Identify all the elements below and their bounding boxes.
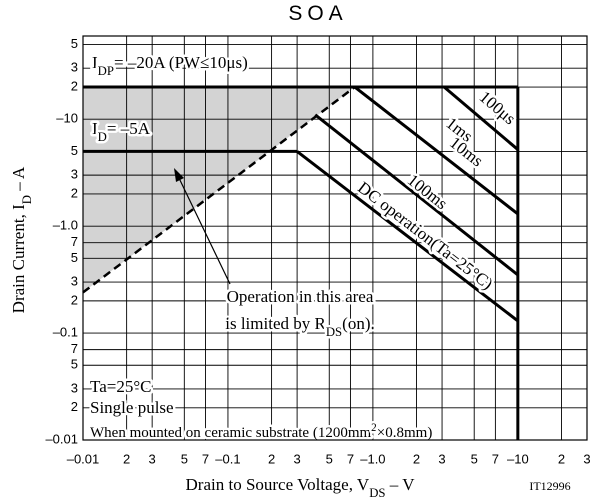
arrow-head: [174, 168, 184, 182]
note-line-part: (on).: [342, 314, 375, 333]
series-label: 10ms: [446, 133, 487, 171]
y-tick-label: 3: [71, 380, 78, 395]
x-tick-label: 7: [347, 451, 354, 466]
rds-line: [82, 86, 356, 294]
series-label: 100μs: [476, 87, 520, 128]
x-tick-label: 7: [202, 451, 209, 466]
y-tick-label: –10: [56, 111, 78, 126]
arrow: [174, 168, 231, 285]
lines-layer: [82, 85, 520, 440]
y-tick-label: 2: [71, 185, 78, 200]
mounting-note-part: When mounted on ceramic substrate (1200m…: [90, 425, 372, 441]
x-tick-label: 2: [413, 451, 420, 466]
mounting-note-part: 2: [371, 422, 377, 434]
y-tick-label: –0.1: [53, 325, 78, 340]
x-tick-label: 2: [268, 451, 275, 466]
limit-label-part: D: [98, 130, 107, 144]
soa-line: [314, 113, 519, 277]
grid-layer: [82, 36, 588, 441]
x-tick-label: 2: [558, 451, 565, 466]
x-tick-label: 2: [123, 451, 130, 466]
y-tick-label: 7: [71, 234, 78, 249]
y-tick-label: 2: [71, 399, 78, 414]
y-tick-label: 2: [71, 292, 78, 307]
x-tick-label: –0.01: [67, 451, 100, 466]
note-line-part: is limited by R: [225, 314, 326, 333]
condition: Ta=25°C: [90, 377, 151, 396]
limit-label: ID= –5A: [92, 119, 151, 144]
y-tick-label: –0.01: [45, 431, 78, 446]
x-tick-label: 7: [492, 451, 499, 466]
y-tick-label: 7: [71, 341, 78, 356]
limit-label-part: = –5A: [107, 119, 151, 138]
x-axis-label-part: DS: [369, 486, 385, 500]
note-line: is limited by RDS(on).: [225, 314, 374, 339]
y-axis-label-part: – A: [9, 166, 28, 195]
mounting-note: When mounted on ceramic substrate (1200m…: [90, 422, 432, 441]
x-tick-label: 3: [438, 451, 445, 466]
x-tick-label: –1.0: [360, 451, 385, 466]
soa-line: [296, 150, 519, 323]
x-axis-label-part: Drain to Source Voltage, V: [186, 475, 370, 494]
limit-label-part: = –20A (PW≤10μs): [114, 53, 248, 72]
y-tick-label: 5: [71, 143, 78, 158]
limit-label-part: DP: [98, 64, 114, 78]
limit-label: IDP= –20A (PW≤10μs): [92, 53, 248, 78]
x-tick-label: 5: [181, 451, 188, 466]
y-tick-label: 5: [71, 357, 78, 372]
chart-title: SOA: [288, 2, 347, 25]
x-tick-label: –10: [507, 451, 529, 466]
soa-line: [353, 85, 519, 216]
limit-label-part: I: [92, 119, 98, 138]
arrow-line: [177, 175, 231, 285]
y-tick-label: 3: [71, 273, 78, 288]
figure-code: IT12996: [529, 479, 570, 493]
y-tick-label: 2: [71, 78, 78, 93]
y-tick-label: 3: [71, 60, 78, 75]
y-tick-label: 3: [71, 167, 78, 182]
x-axis-label: Drain to Source Voltage, VDS – V: [186, 475, 416, 500]
x-tick-label: –0.1: [215, 451, 240, 466]
mounting-note-part: ×0.8mm): [377, 425, 433, 441]
soa-line: [443, 85, 519, 151]
y-axis-label: Drain Current, ID – A: [9, 166, 34, 313]
x-tick-label: 5: [471, 451, 478, 466]
y-axis-label-part: D: [20, 195, 34, 204]
x-axis-label-part: – V: [386, 475, 416, 494]
plot-frame: [82, 35, 588, 441]
condition: Single pulse: [90, 398, 174, 417]
y-tick-label: –1.0: [53, 218, 78, 233]
x-tick-label: 3: [583, 451, 590, 466]
note-line: Operation in this area: [227, 287, 374, 306]
y-tick-label: 5: [71, 36, 78, 51]
limit-label-part: I: [92, 53, 98, 72]
note-line-part: Operation in this area: [227, 287, 374, 306]
note-line-part: DS: [326, 325, 342, 339]
y-axis-label-part: Drain Current, I: [9, 204, 28, 313]
x-tick-label: 3: [293, 451, 300, 466]
x-tick-label: 5: [326, 451, 333, 466]
x-tick-label: 3: [149, 451, 156, 466]
y-tick-label: 5: [71, 250, 78, 265]
